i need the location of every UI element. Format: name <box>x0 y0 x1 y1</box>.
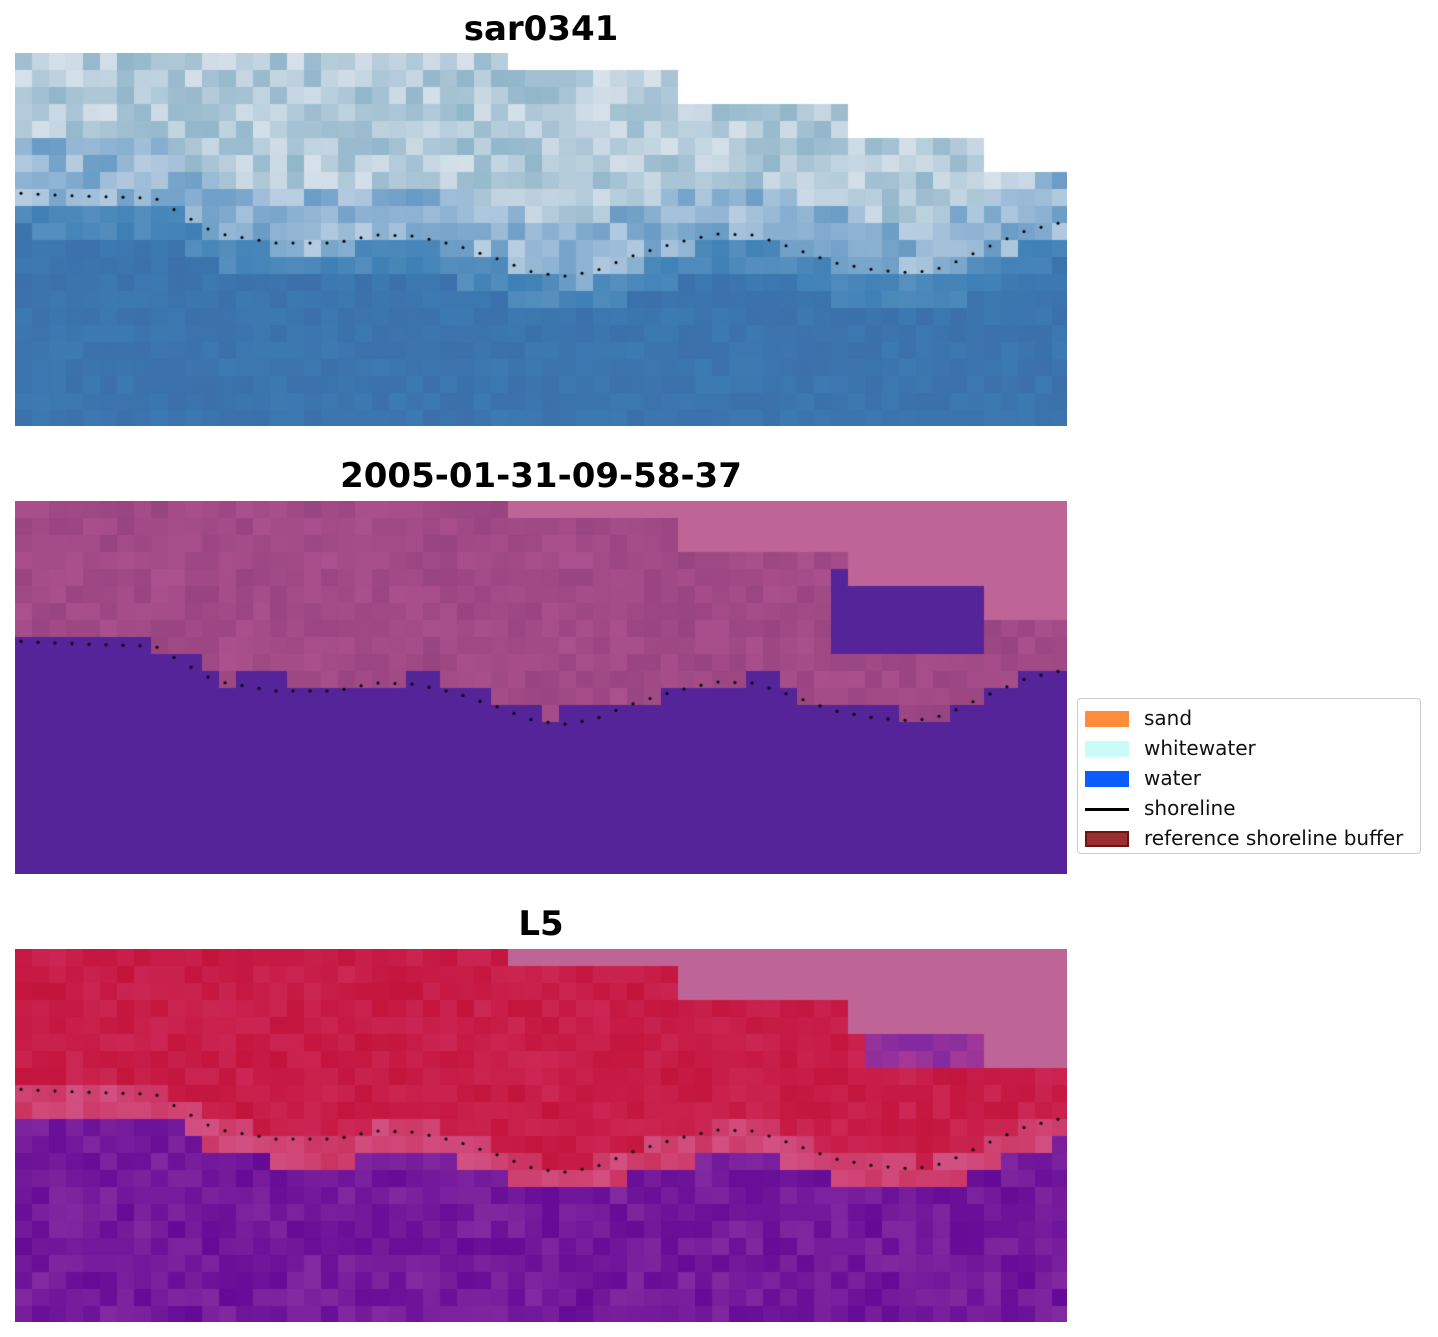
panel-title-index: L5 <box>518 904 564 944</box>
classification-image-panel <box>15 501 1067 874</box>
legend-label: whitewater <box>1144 736 1256 760</box>
index-image-panel <box>15 949 1067 1322</box>
legend-label: water <box>1144 766 1201 790</box>
legend-entry-reference-buffer: reference shoreline buffer <box>1085 823 1415 851</box>
legend-label: reference shoreline buffer <box>1144 826 1404 850</box>
panel-title-classification: 2005-01-31-09-58-37 <box>340 456 742 496</box>
rgb-image-panel <box>15 53 1067 426</box>
legend-entry-sand: sand <box>1085 703 1415 731</box>
legend-label: sand <box>1144 706 1193 730</box>
panel-title-rgb: sar0341 <box>463 9 619 49</box>
shoreline-line-icon <box>1085 808 1129 811</box>
legend-entry-whitewater: whitewater <box>1085 733 1415 761</box>
sand-swatch-icon <box>1085 711 1129 727</box>
water-swatch-icon <box>1085 771 1129 787</box>
legend-entry-shoreline: shoreline <box>1085 793 1415 821</box>
reference-buffer-swatch-icon <box>1085 831 1129 847</box>
legend: sand whitewater water shoreline referenc… <box>1077 698 1421 854</box>
legend-label: shoreline <box>1144 796 1236 820</box>
whitewater-swatch-icon <box>1085 741 1129 757</box>
legend-entry-water: water <box>1085 763 1415 791</box>
